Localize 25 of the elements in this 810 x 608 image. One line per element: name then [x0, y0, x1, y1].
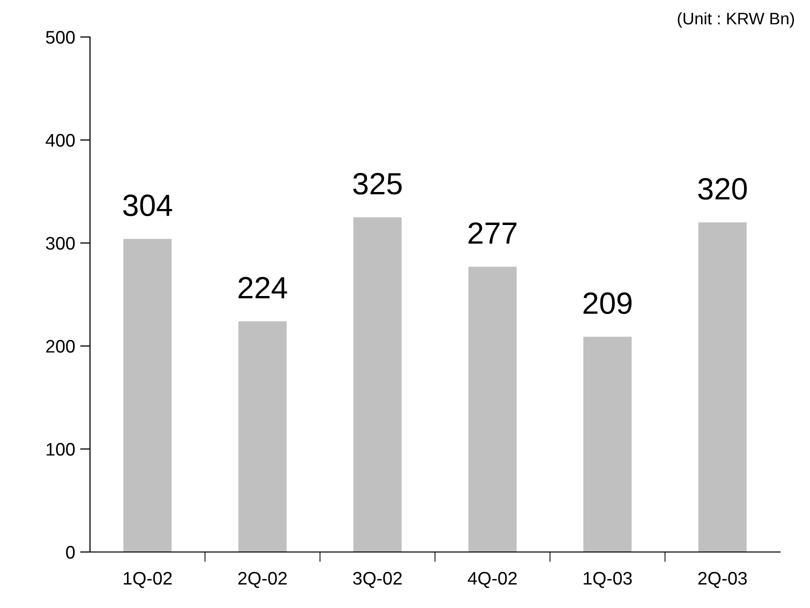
bar [238, 321, 287, 552]
bar [698, 222, 747, 552]
y-tick-label: 300 [46, 236, 75, 250]
y-tick-label: 500 [46, 30, 75, 44]
x-tick-label: 2Q-03 [698, 572, 747, 588]
y-tick-label: 0 [66, 546, 75, 559]
data-label: 320 [698, 178, 747, 200]
bar [583, 336, 632, 552]
bar [468, 266, 517, 552]
y-tick-label: 400 [46, 134, 75, 147]
x-tick-label: 3Q-02 [353, 572, 402, 588]
x-tick-label: 2Q-02 [238, 572, 287, 588]
x-tick-label: 1Q-03 [584, 572, 632, 588]
x-tick-label: 4Q-02 [468, 572, 517, 588]
data-label: 277 [468, 222, 516, 244]
data-label: 325 [353, 172, 402, 195]
y-tick-label: 100 [46, 442, 75, 456]
data-label: 209 [584, 292, 632, 314]
x-tick-label: 1Q-02 [124, 572, 172, 588]
bar [123, 238, 172, 552]
y-tick-label: 200 [46, 340, 75, 353]
data-label: 304 [123, 194, 172, 216]
bar [353, 217, 402, 552]
data-label: 224 [238, 276, 288, 298]
text: (Unit : KRW Bn) [678, 12, 794, 28]
